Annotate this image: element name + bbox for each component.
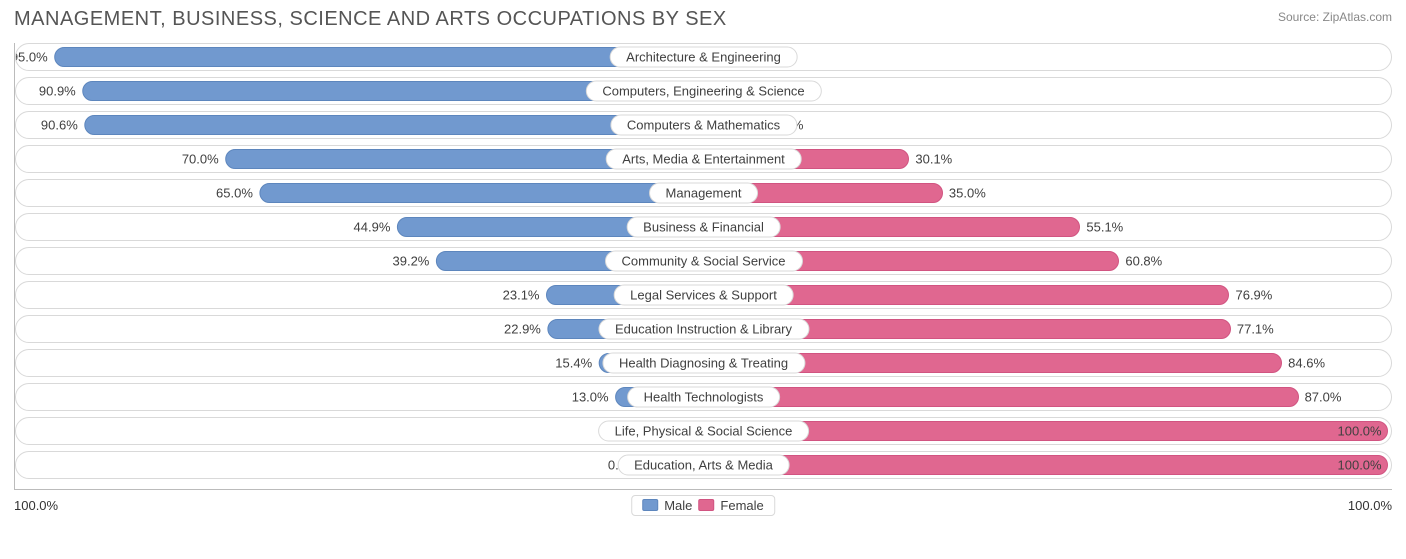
axis-right-label: 100.0%: [1348, 498, 1392, 513]
category-label: Life, Physical & Social Science: [598, 421, 810, 442]
chart-row: 90.9%9.2%Computers, Engineering & Scienc…: [15, 77, 1392, 105]
male-bar: [259, 183, 704, 203]
category-label: Health Technologists: [627, 387, 781, 408]
category-label: Health Diagnosing & Treating: [602, 353, 805, 374]
chart-footer: 100.0% Male Female 100.0%: [14, 494, 1392, 516]
male-value-label: 90.6%: [41, 118, 78, 133]
female-bar-container: [704, 455, 1388, 475]
female-value-label: 77.1%: [1237, 322, 1274, 337]
male-value-label: 13.0%: [572, 390, 609, 405]
category-label: Legal Services & Support: [613, 285, 794, 306]
male-value-label: 95.0%: [15, 50, 48, 65]
legend-male-label: Male: [664, 498, 692, 513]
chart-row: 39.2% 60.8% Community & Social Service: [15, 247, 1392, 275]
chart-row: 13.0% 87.0% Health Technologists: [15, 383, 1392, 411]
source-label: Source:: [1278, 10, 1319, 24]
axis-left-label: 100.0%: [14, 498, 58, 513]
chart-area: 95.0%5.0%Architecture & Engineering 90.9%…: [14, 43, 1392, 490]
female-value-label: 60.8%: [1125, 254, 1162, 269]
chart-row: 15.4% 84.6% Health Diagnosing & Treating: [15, 349, 1392, 377]
female-bar: [704, 387, 1299, 407]
male-value-label: 65.0%: [216, 186, 253, 201]
male-value-label: 44.9%: [354, 220, 391, 235]
male-bar-container: [259, 183, 704, 203]
legend-female-swatch: [698, 499, 714, 511]
legend: Male Female: [631, 495, 775, 516]
chart-header: MANAGEMENT, BUSINESS, SCIENCE AND ARTS O…: [14, 8, 1392, 31]
chart-row: 22.9% 77.1% Education Instruction & Librar…: [15, 315, 1392, 343]
male-value-label: 70.0%: [182, 152, 219, 167]
female-value-label: 100.0%: [1338, 458, 1382, 473]
female-value-label: 76.9%: [1235, 288, 1272, 303]
female-value-label: 55.1%: [1086, 220, 1123, 235]
category-label: Arts, Media & Entertainment: [605, 149, 802, 170]
category-label: Business & Financial: [626, 217, 781, 238]
chart-row: 23.1% 76.9% Legal Services & Support: [15, 281, 1392, 309]
chart-row: 0.0%100.0%Life, Physical & Social Scienc…: [15, 417, 1392, 445]
category-label: Education, Arts & Media: [617, 455, 790, 476]
category-label: Education Instruction & Library: [598, 319, 809, 340]
category-label: Community & Social Service: [605, 251, 803, 272]
male-bar: [54, 47, 704, 67]
chart-row: 90.6%9.4%Computers & Mathematics: [15, 111, 1392, 139]
male-value-label: 39.2%: [393, 254, 430, 269]
chart-row: 95.0%5.0%Architecture & Engineering: [15, 43, 1392, 71]
female-value-label: 84.6%: [1288, 356, 1325, 371]
category-label: Architecture & Engineering: [609, 47, 798, 68]
chart-row: 44.9% 55.1% Business & Financial: [15, 213, 1392, 241]
female-bar-container: [704, 387, 1299, 407]
female-value-label: 87.0%: [1305, 390, 1342, 405]
legend-female-label: Female: [720, 498, 763, 513]
male-value-label: 90.9%: [39, 84, 76, 99]
female-bar: [704, 455, 1388, 475]
source-name: ZipAtlas.com: [1323, 10, 1392, 24]
chart-row: 70.0% 30.1% Arts, Media & Entertainment: [15, 145, 1392, 173]
male-value-label: 23.1%: [503, 288, 540, 303]
category-label: Computers, Engineering & Science: [585, 81, 821, 102]
female-value-label: 35.0%: [949, 186, 986, 201]
chart-row: 65.0% 35.0% Management: [15, 179, 1392, 207]
category-label: Management: [649, 183, 759, 204]
chart-row: 0.0%100.0%Education, Arts & Media: [15, 451, 1392, 479]
chart-title: MANAGEMENT, BUSINESS, SCIENCE AND ARTS O…: [14, 8, 727, 31]
male-value-label: 15.4%: [555, 356, 592, 371]
chart-source: Source: ZipAtlas.com: [1278, 8, 1392, 24]
category-label: Computers & Mathematics: [610, 115, 797, 136]
female-value-label: 100.0%: [1338, 424, 1382, 439]
female-value-label: 30.1%: [915, 152, 952, 167]
male-bar-container: [54, 47, 704, 67]
legend-male-swatch: [642, 499, 658, 511]
male-value-label: 22.9%: [504, 322, 541, 337]
